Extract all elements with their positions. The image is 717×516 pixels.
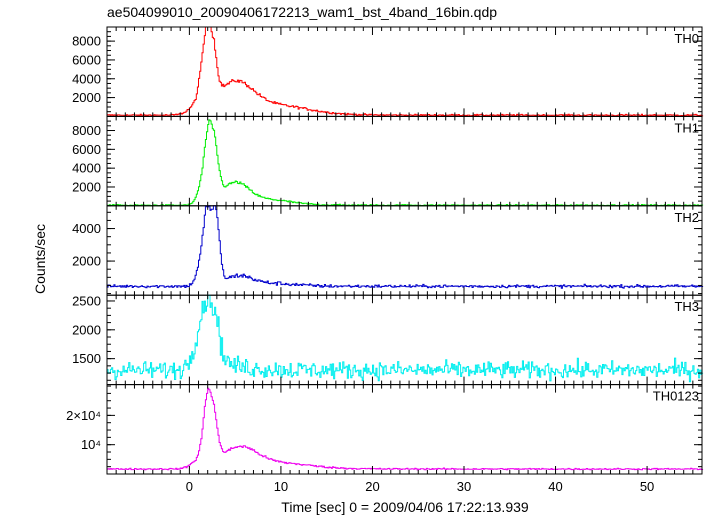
panel-label-th1: TH1 bbox=[674, 120, 699, 135]
series-line-th2 bbox=[107, 205, 704, 289]
y-tick-label: 4000 bbox=[72, 71, 101, 86]
x-tick-label: 20 bbox=[365, 479, 379, 494]
series-line-th1 bbox=[107, 119, 704, 207]
panel-label-th3: TH3 bbox=[674, 299, 699, 314]
panel-frame bbox=[106, 205, 703, 296]
y-tick-label: 2×10⁴ bbox=[66, 408, 101, 423]
x-tick-label: 10 bbox=[274, 479, 288, 494]
x-tick-label: 40 bbox=[548, 479, 562, 494]
panel-frame bbox=[106, 384, 703, 475]
x-tick-label: 0 bbox=[186, 479, 193, 494]
panel-th3: 1500 2000 2500 TH3 bbox=[72, 293, 704, 386]
y-tick-label: 8000 bbox=[72, 123, 101, 138]
y-tick-label: 2000 bbox=[72, 254, 101, 269]
panel-label-th2: TH2 bbox=[674, 210, 699, 225]
y-axis-label: Counts/sec bbox=[32, 224, 48, 294]
chart-title: ae504099010_20090406172213_wam1_bst_4ban… bbox=[107, 4, 497, 20]
panel-th2: 2000 4000 TH2 bbox=[72, 205, 704, 296]
series-line-th3 bbox=[107, 294, 704, 383]
panel-th0: 2000 4000 6000 8000 TH0 bbox=[72, 26, 704, 117]
series-line-th0123 bbox=[107, 387, 704, 471]
y-tick-label: 2000 bbox=[72, 322, 101, 337]
y-tick-label: 4000 bbox=[72, 161, 101, 176]
x-axis-label: Time [sec] 0 = 2009/04/06 17:22:13.939 bbox=[281, 499, 529, 515]
panel-frame bbox=[106, 26, 703, 117]
y-tick-label: 4000 bbox=[72, 221, 101, 236]
x-tick-label: 50 bbox=[640, 479, 654, 494]
y-tick-label: 6000 bbox=[72, 142, 101, 157]
y-tick-label: 2000 bbox=[72, 90, 101, 105]
y-tick-label: 1500 bbox=[72, 351, 101, 366]
y-tick-label: 10⁴ bbox=[81, 437, 101, 452]
panel-label-th0123: TH0123 bbox=[653, 389, 699, 404]
series-line-th0 bbox=[107, 26, 704, 117]
panel-label-th0: TH0 bbox=[674, 31, 699, 46]
x-tick-label: 30 bbox=[457, 479, 471, 494]
panel-frame bbox=[106, 115, 703, 207]
y-tick-label: 2000 bbox=[72, 179, 101, 194]
y-tick-label: 6000 bbox=[72, 52, 101, 67]
panel-th1: 2000 4000 6000 8000 TH1 bbox=[72, 115, 704, 207]
panel-th0123: 10⁴ 2×10⁴ TH0123 bbox=[66, 384, 704, 475]
y-tick-label: 2500 bbox=[72, 293, 101, 308]
y-tick-label: 8000 bbox=[72, 34, 101, 49]
